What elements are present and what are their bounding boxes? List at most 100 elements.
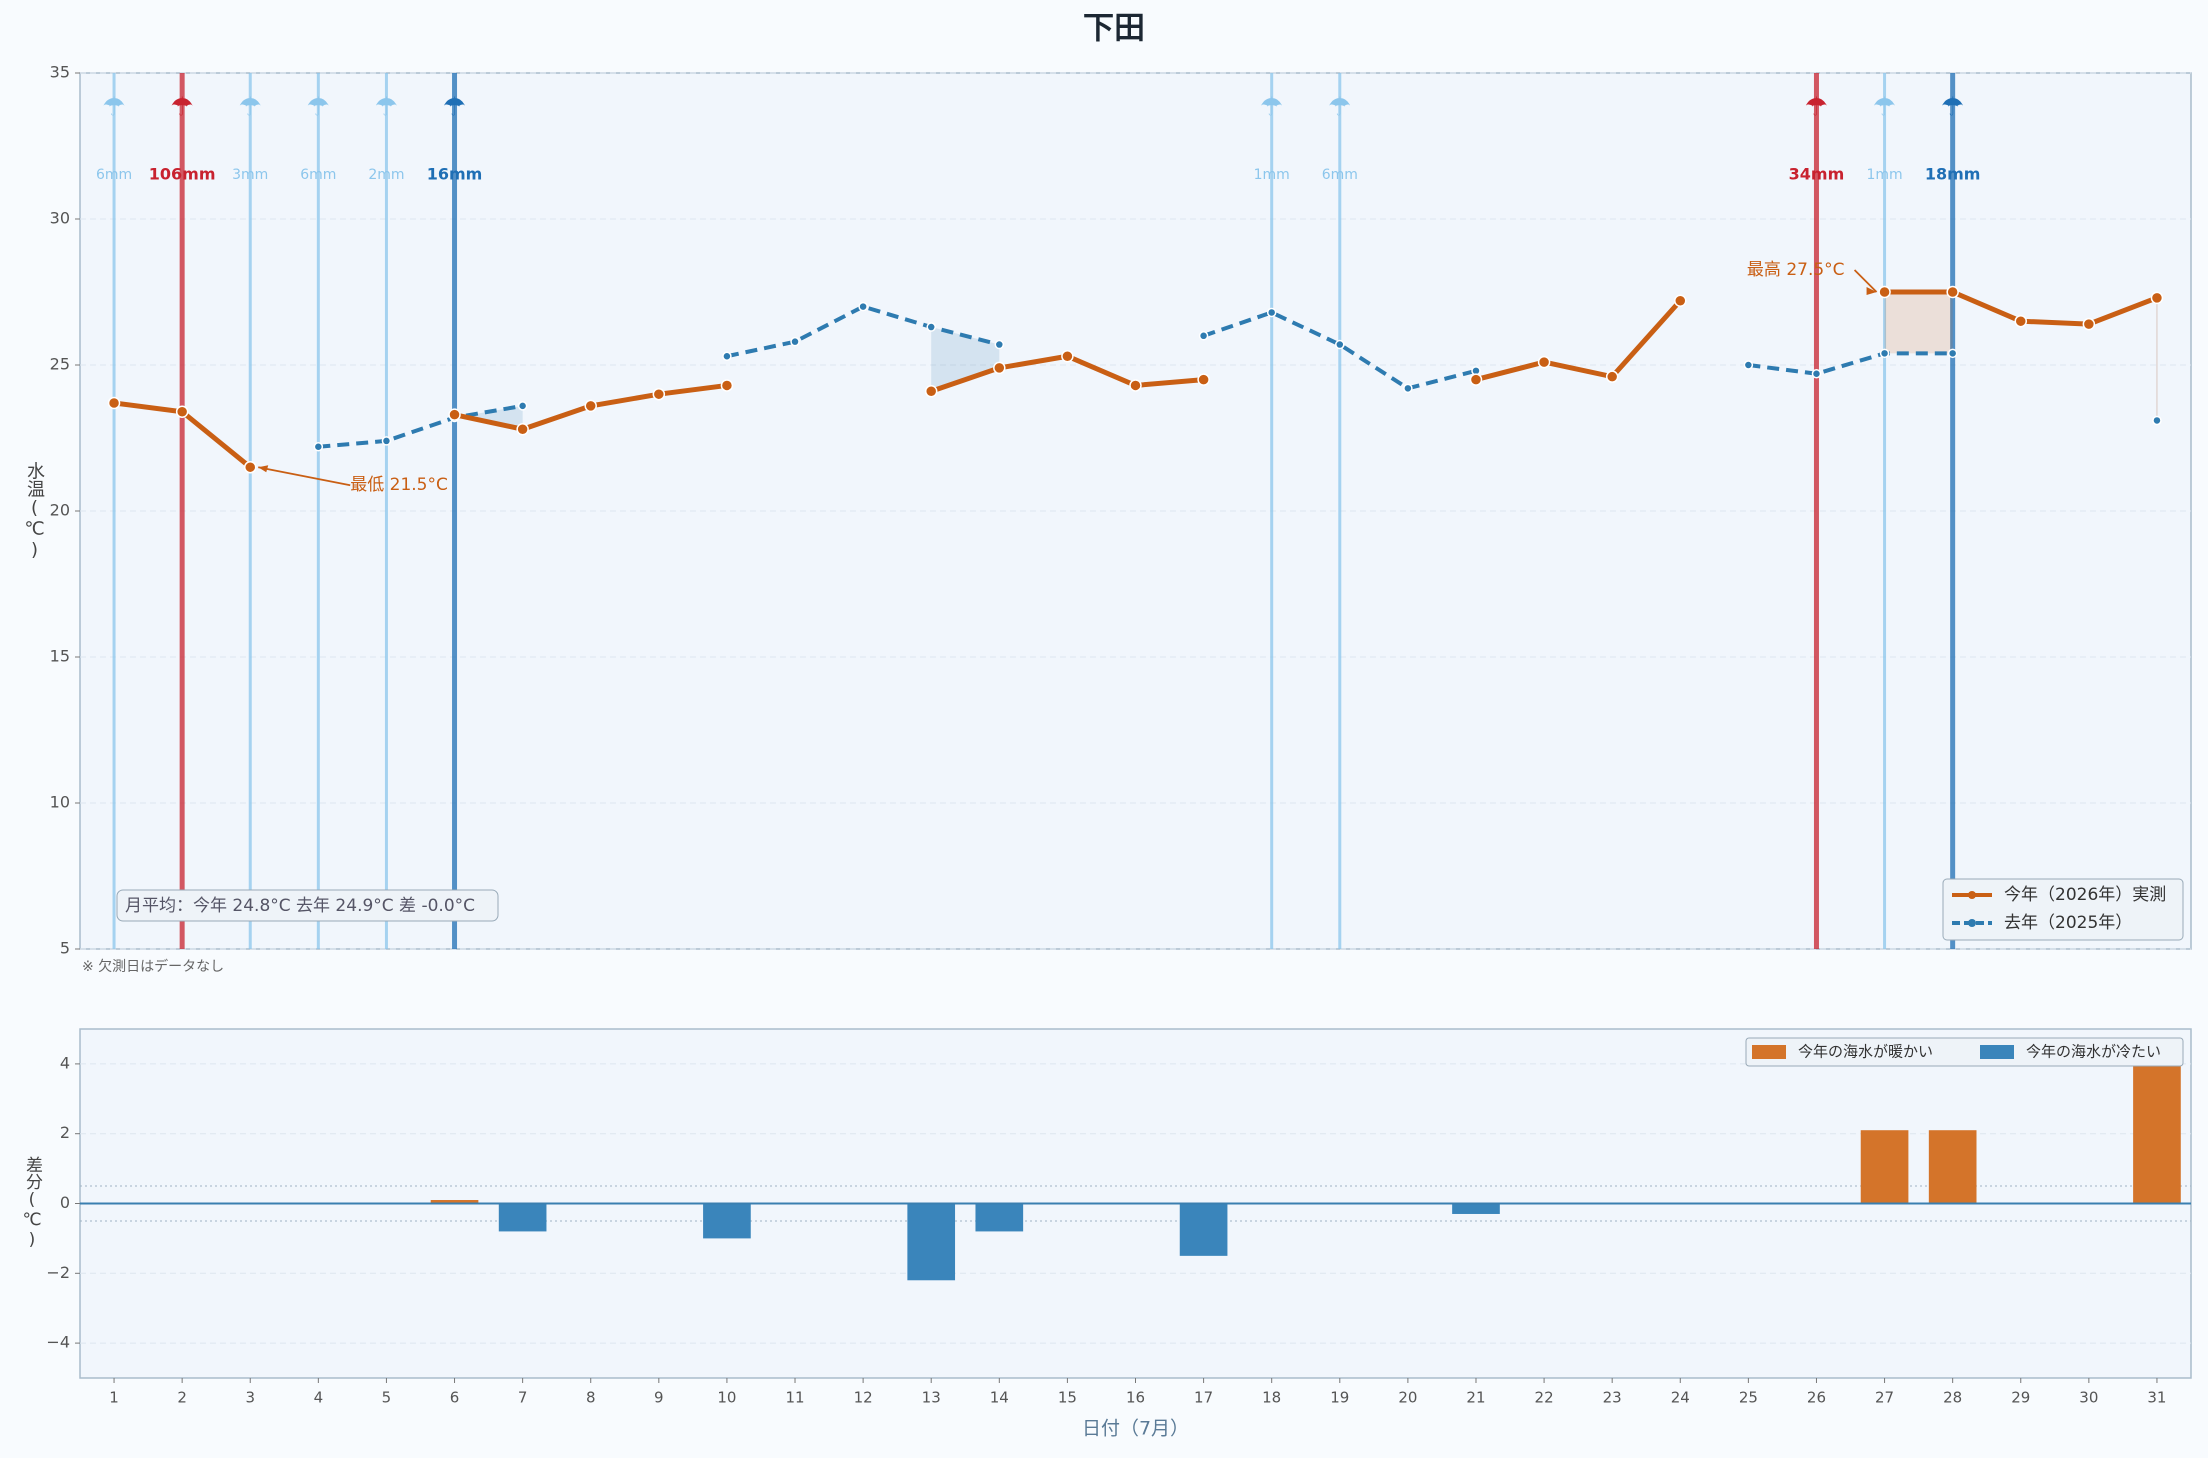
- rain-icon: ☂: [1260, 93, 1283, 123]
- chart-title: 下田: [1083, 11, 1145, 47]
- legend-box: [1745, 1037, 2184, 1067]
- bar: [975, 1203, 1024, 1232]
- difference-fill: [1884, 292, 1953, 354]
- data-point: [1266, 307, 1277, 318]
- rain-label: 3mm: [232, 167, 268, 183]
- bar: [2133, 1063, 2181, 1204]
- data-point: [994, 339, 1005, 350]
- data-point: [924, 385, 938, 398]
- y-tick-label: 0: [60, 1193, 70, 1212]
- data-point: [1335, 339, 1345, 350]
- data-point: [1469, 373, 1483, 386]
- data-point: [722, 351, 732, 361]
- y-tick-label: −4: [46, 1333, 70, 1352]
- bar: [1179, 1203, 1228, 1256]
- data-point: [1403, 383, 1413, 394]
- x-tick-label: 10: [717, 1389, 736, 1407]
- arrow-head: [1866, 287, 1877, 295]
- x-tick-label: 6: [450, 1389, 460, 1407]
- rain-icon: ☂: [102, 93, 125, 123]
- data-point: [2152, 415, 2162, 426]
- rain-label: 16mm: [427, 165, 483, 184]
- x-tick-label: 1: [109, 1389, 119, 1407]
- annotation: 最高 27.5°C: [1747, 260, 1845, 280]
- rain-label: 6mm: [300, 167, 336, 183]
- data-point: [1946, 285, 1959, 299]
- rain-icon: ☂: [307, 93, 330, 123]
- annotation: 最低 21.5°C: [350, 475, 448, 495]
- annotation-arrow: [1853, 269, 1878, 293]
- legend-label: 今年の海水が冷たい: [2026, 1043, 2161, 1061]
- x-tick-label: 13: [922, 1389, 941, 1407]
- data-point: [516, 422, 529, 436]
- note: ※ 欠測日はデータなし: [82, 958, 224, 975]
- y-tick-label: 4: [60, 1053, 70, 1072]
- data-point: [790, 336, 800, 347]
- x-axis-label: 日付（7月）: [1082, 1418, 1189, 1440]
- data-point: [1879, 348, 1890, 359]
- data-point: [107, 396, 121, 410]
- arrow-head: [258, 465, 269, 473]
- legend-label: 今年（2026年）実測: [2004, 885, 2166, 905]
- rain-label: 1mm: [1254, 167, 1290, 183]
- x-tick-label: 25: [1739, 1389, 1758, 1407]
- data-point: [448, 408, 461, 421]
- bar: [1928, 1130, 1977, 1204]
- y-tick-label: 5: [60, 939, 70, 958]
- x-tick-label: 27: [1875, 1389, 1894, 1407]
- y-tick-label: 25: [50, 355, 70, 374]
- rain-icon: ☂: [239, 93, 262, 123]
- bar: [1860, 1130, 1909, 1204]
- x-tick-label: 19: [1330, 1389, 1349, 1407]
- data-point: [858, 301, 868, 312]
- x-tick-label: 31: [2147, 1389, 2166, 1407]
- data-point: [652, 387, 666, 401]
- x-tick-label: 14: [990, 1389, 1009, 1407]
- data-point: [2150, 291, 2164, 305]
- legend-label: 去年（2025年）: [2004, 913, 2132, 933]
- data-point: [517, 401, 528, 411]
- data-point: [926, 322, 936, 332]
- summary-box: [116, 889, 499, 922]
- y-axis-label: 差分(℃): [22, 1156, 43, 1250]
- data-point: [2082, 317, 2096, 331]
- data-point: [1674, 294, 1687, 308]
- y-tick-label: 30: [50, 209, 70, 228]
- difference-fill: [931, 327, 1000, 392]
- data-point: [1947, 348, 1958, 359]
- data-point: [1811, 369, 1822, 379]
- rain-icon: ☂: [170, 93, 193, 123]
- x-tick-label: 17: [1194, 1389, 1213, 1407]
- data-point: [1743, 360, 1754, 370]
- data-point: [381, 436, 392, 446]
- rain-icon: ☂: [375, 93, 398, 123]
- data-point: [1198, 331, 1209, 341]
- data-point: [720, 379, 734, 392]
- legend-marker: [1968, 919, 1976, 927]
- legend-box: [1942, 878, 2184, 941]
- rain-label: 2mm: [368, 167, 404, 183]
- x-tick-label: 16: [1126, 1389, 1145, 1407]
- data-point: [1061, 349, 1074, 363]
- x-tick-label: 2: [177, 1389, 187, 1407]
- x-tick-label: 29: [2011, 1389, 2030, 1407]
- data-point: [1537, 355, 1551, 369]
- data-point: [993, 361, 1006, 375]
- y-tick-label: 15: [50, 647, 70, 666]
- rain-icon: ☂: [1328, 93, 1351, 123]
- legend-swatch: [1752, 1045, 1786, 1059]
- x-tick-label: 9: [654, 1389, 664, 1407]
- y-tick-label: 35: [50, 63, 70, 82]
- x-tick-label: 15: [1058, 1389, 1077, 1407]
- y-tick-label: −2: [46, 1263, 70, 1282]
- x-tick-label: 26: [1807, 1389, 1826, 1407]
- summary: 月平均：今年 24.8°C 去年 24.9°C 差 -0.0°C: [125, 896, 475, 916]
- y-tick-label: 2: [60, 1123, 70, 1142]
- x-tick-label: 24: [1671, 1389, 1690, 1407]
- rain-label: 34mm: [1789, 165, 1845, 184]
- annotation-arrow: [258, 466, 351, 487]
- y-tick-label: 10: [50, 793, 70, 812]
- data-point: [243, 460, 257, 474]
- data-point: [313, 442, 324, 452]
